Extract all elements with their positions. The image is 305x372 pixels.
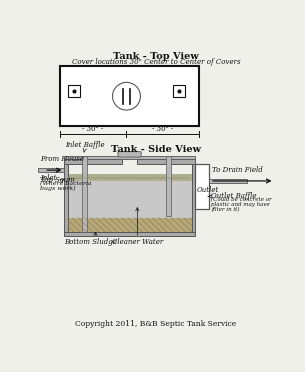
Text: (Could be concrete or: (Could be concrete or [211, 197, 271, 202]
Bar [64, 159, 122, 164]
Text: bugs work): bugs work) [40, 186, 75, 191]
Text: plastic and may have: plastic and may have [211, 202, 270, 207]
Text: To Drain Field: To Drain Field [212, 166, 263, 174]
Text: filter in it): filter in it) [211, 206, 239, 212]
Circle shape [113, 82, 140, 110]
Text: Inlet: Inlet [40, 174, 56, 182]
Text: (Where bacteria: (Where bacteria [40, 181, 91, 186]
Text: - 30" -: - 30" - [152, 125, 174, 133]
Bar [166, 155, 171, 217]
Text: Tank - Side View: Tank - Side View [111, 145, 201, 154]
Text: Bottom Sludge: Bottom Sludge [64, 238, 117, 246]
Bar [192, 163, 195, 232]
Bar [64, 163, 68, 232]
Bar [137, 159, 195, 164]
Bar [82, 155, 87, 232]
Bar [38, 168, 64, 173]
Bar [195, 164, 209, 209]
Bar [209, 179, 247, 183]
Bar [173, 85, 185, 97]
Text: Top Scum: Top Scum [40, 176, 74, 183]
FancyBboxPatch shape [118, 152, 141, 157]
Bar [64, 232, 195, 236]
Text: Outlet: Outlet [196, 186, 219, 193]
Text: Inlet Baffle: Inlet Baffle [65, 141, 104, 150]
Text: From House: From House [40, 155, 84, 163]
Bar [68, 85, 80, 97]
Bar [60, 66, 199, 126]
Bar [64, 155, 195, 159]
Text: Tank - Top View: Tank - Top View [113, 52, 199, 61]
Bar [68, 181, 192, 218]
Text: Cleaner Water: Cleaner Water [112, 238, 163, 246]
Bar [68, 218, 192, 232]
Text: - 30" -: - 30" - [82, 125, 104, 133]
Text: Cover locations 30" Center to Center of Covers: Cover locations 30" Center to Center of … [72, 58, 240, 67]
Text: Outlet Baffle: Outlet Baffle [211, 192, 257, 200]
Text: Copyright 2011, B&B Septic Tank Service: Copyright 2011, B&B Septic Tank Service [75, 320, 237, 328]
Bar [68, 174, 192, 181]
